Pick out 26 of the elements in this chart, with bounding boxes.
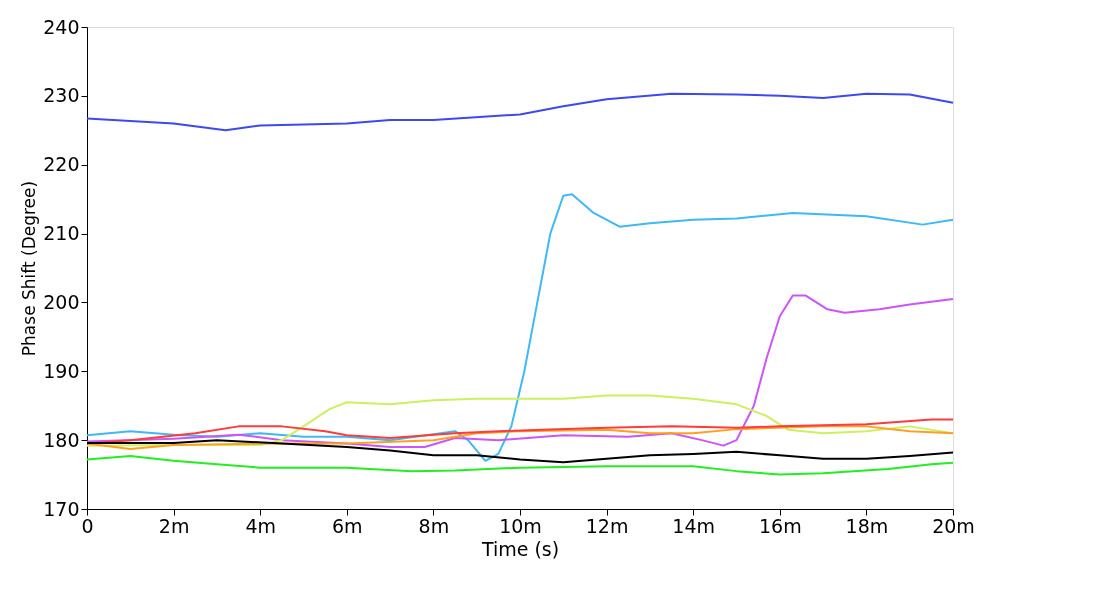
x-tick-label: 8m: [418, 514, 450, 537]
x-tick-label: 14m: [672, 514, 716, 537]
y-tick-label: 210: [43, 222, 80, 245]
y-tick-label: 200: [43, 290, 80, 313]
x-axis-title: Time (s): [480, 537, 560, 560]
x-tick-label: 12m: [585, 514, 629, 537]
line-series: [86, 425, 954, 451]
line-series: [86, 92, 954, 132]
x-tick-label: 0: [81, 514, 94, 537]
x-tick-label: 4m: [245, 514, 276, 537]
x-tick-label: 6m: [332, 514, 363, 537]
x-tick-label: 16m: [758, 514, 802, 537]
x-tick-label: 18m: [845, 514, 889, 537]
x-tick-label: 10m: [499, 514, 542, 537]
x-tick-label: 2m: [158, 514, 190, 537]
line-series: [86, 294, 954, 449]
y-tick-label: 170: [43, 497, 80, 520]
x-tick-label: 20m: [932, 514, 975, 537]
y-tick-label: 190: [43, 359, 80, 382]
y-tick-label: 180: [43, 428, 80, 451]
line-series: [86, 454, 954, 476]
line-series: [86, 418, 954, 445]
y-tick-label: 240: [43, 15, 80, 38]
y-axis-title: Phase Shift (Degree): [19, 180, 40, 357]
y-tick-label: 220: [43, 153, 80, 176]
y-tick-label: 230: [43, 84, 80, 107]
